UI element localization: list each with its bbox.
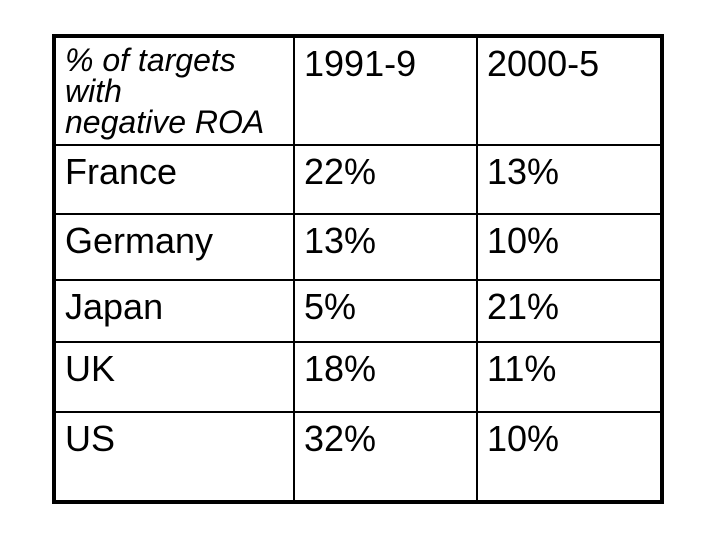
- value-cell-france-2000-5: 13%: [476, 144, 663, 215]
- value-cell-france-1991-9: 22%: [293, 144, 478, 215]
- value-cell-uk-1991-9: 18%: [293, 341, 478, 413]
- table-row-us: US 32% 10%: [53, 411, 663, 503]
- value-cell-germany-2000-5: 10%: [476, 213, 663, 281]
- country-cell-japan: Japan: [53, 279, 295, 343]
- table-row-japan: Japan 5% 21%: [53, 279, 663, 343]
- value-cell-uk-2000-5: 11%: [476, 341, 663, 413]
- country-cell-germany: Germany: [53, 213, 295, 281]
- value-cell-japan-2000-5: 21%: [476, 279, 663, 343]
- value-cell-us-1991-9: 32%: [293, 411, 478, 503]
- header-cell-metric: % of targets with negative ROA: [53, 35, 295, 146]
- table-header-row: % of targets with negative ROA 1991-9 20…: [53, 35, 663, 146]
- value-cell-us-2000-5: 10%: [476, 411, 663, 503]
- country-cell-us: US: [53, 411, 295, 503]
- metric-label-line1: % of targets with: [65, 42, 236, 109]
- value-cell-germany-1991-9: 13%: [293, 213, 478, 281]
- table-row-germany: Germany 13% 10%: [53, 213, 663, 281]
- negative-roa-table: % of targets with negative ROA 1991-9 20…: [52, 34, 664, 504]
- header-cell-period-1991-9: 1991-9: [293, 35, 478, 146]
- country-cell-france: France: [53, 144, 295, 215]
- value-cell-japan-1991-9: 5%: [293, 279, 478, 343]
- table-row-uk: UK 18% 11%: [53, 341, 663, 413]
- country-cell-uk: UK: [53, 341, 295, 413]
- header-cell-period-2000-5: 2000-5: [476, 35, 663, 146]
- table-row-france: France 22% 13%: [53, 144, 663, 215]
- metric-label-line2: negative ROA: [65, 104, 265, 140]
